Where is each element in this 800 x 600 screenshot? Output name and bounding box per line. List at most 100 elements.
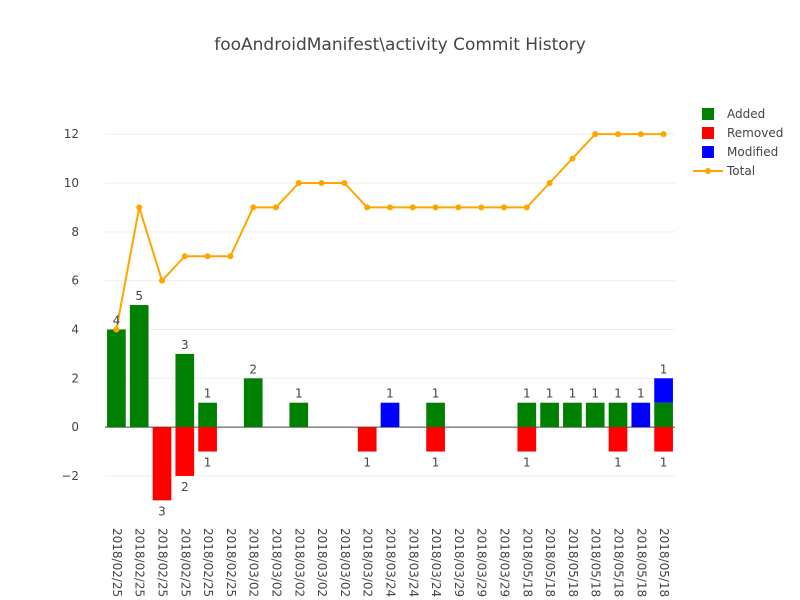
- total-point[interactable]: [181, 253, 188, 260]
- bar-modified[interactable]: [380, 402, 400, 428]
- total-point[interactable]: [227, 253, 234, 260]
- y-tick-label: 8: [71, 225, 79, 239]
- total-point[interactable]: [523, 204, 530, 211]
- bar-value-label: 1: [523, 456, 531, 470]
- bar-removed[interactable]: [426, 427, 445, 452]
- bar-value-label: 1: [637, 387, 645, 401]
- total-point[interactable]: [113, 326, 120, 333]
- bar-added[interactable]: [289, 402, 309, 428]
- total-point[interactable]: [387, 204, 393, 211]
- bar-added[interactable]: [175, 353, 195, 428]
- x-tick-label: 2018/05/18: [657, 528, 671, 597]
- bar-added[interactable]: [129, 305, 149, 428]
- legend-swatch: [702, 108, 714, 120]
- x-tick-label: 2018/03/24: [406, 528, 420, 597]
- legend-label: Removed: [727, 126, 783, 140]
- bar-added[interactable]: [654, 402, 673, 428]
- bar-value-label: 1: [386, 387, 394, 401]
- bar-value-label: 1: [591, 387, 599, 401]
- legend-swatch: [702, 146, 714, 158]
- legend-item-modified[interactable]: Modified: [702, 145, 778, 159]
- total-point[interactable]: [637, 131, 644, 138]
- legend-label: Added: [727, 107, 765, 121]
- total-point[interactable]: [295, 180, 302, 186]
- total-point[interactable]: [159, 277, 165, 284]
- bar-removed[interactable]: [198, 427, 217, 452]
- total-point[interactable]: [501, 204, 507, 211]
- legend-swatch: [702, 127, 714, 139]
- total-point[interactable]: [250, 204, 257, 211]
- x-tick-label: 2018/03/02: [361, 528, 375, 597]
- total-point[interactable]: [546, 180, 553, 186]
- y-tick-label: 4: [71, 322, 79, 336]
- bar-value-label: 1: [204, 387, 212, 401]
- total-point[interactable]: [364, 204, 371, 211]
- total-point[interactable]: [432, 204, 439, 211]
- bar-added[interactable]: [608, 402, 628, 428]
- bar-added[interactable]: [243, 378, 263, 428]
- bar-removed[interactable]: [175, 427, 195, 476]
- bar-value-label: 1: [432, 456, 440, 470]
- x-tick-label: 2018/05/18: [634, 528, 648, 597]
- total-line: [113, 131, 667, 333]
- x-tick-label: 2018/02/25: [178, 528, 192, 597]
- bar-added[interactable]: [563, 402, 582, 428]
- bar-added[interactable]: [517, 402, 537, 428]
- bar-value-label: 2: [181, 480, 189, 494]
- legend[interactable]: Added Removed Modified Total: [693, 107, 783, 178]
- total-point[interactable]: [660, 131, 667, 138]
- x-tick-label: 2018/03/02: [292, 528, 306, 597]
- bar-removed[interactable]: [152, 427, 172, 501]
- bar-value-label: 4: [113, 313, 121, 327]
- x-tick-label: 2018/03/02: [315, 528, 329, 597]
- bar-modified[interactable]: [654, 378, 673, 403]
- x-tick-label: 2018/03/29: [452, 528, 466, 597]
- bar-added[interactable]: [540, 402, 559, 428]
- total-point[interactable]: [273, 204, 279, 211]
- bar-value-label: 1: [546, 387, 554, 401]
- y-tick-label: 10: [64, 176, 79, 190]
- legend-item-added[interactable]: Added: [702, 107, 765, 121]
- bar-removed[interactable]: [608, 427, 628, 452]
- total-point[interactable]: [341, 180, 348, 186]
- bar-added[interactable]: [198, 402, 217, 428]
- x-tick-label: 2018/03/02: [270, 528, 284, 597]
- total-point[interactable]: [204, 253, 211, 260]
- bar-removed[interactable]: [357, 427, 377, 452]
- chart-title: fooAndroidManifest\activity Commit Histo…: [214, 35, 586, 55]
- bar-value-label: 1: [204, 456, 212, 470]
- legend-item-total[interactable]: Total: [693, 164, 755, 178]
- legend-label: Total: [726, 164, 755, 178]
- legend-item-removed[interactable]: Removed: [702, 126, 783, 140]
- total-point[interactable]: [409, 204, 416, 211]
- x-tick-label: 2018/02/25: [224, 528, 238, 597]
- y-tick-label: 0: [71, 420, 79, 434]
- total-point[interactable]: [478, 204, 485, 211]
- total-point[interactable]: [592, 131, 599, 138]
- bar-value-label: 1: [614, 387, 622, 401]
- y-tick-label: 12: [64, 127, 79, 141]
- x-tick-label: 2018/03/29: [498, 528, 512, 597]
- bar-added[interactable]: [426, 402, 445, 428]
- total-point[interactable]: [615, 131, 621, 138]
- bar-removed[interactable]: [654, 427, 673, 452]
- total-point[interactable]: [318, 180, 325, 186]
- bar-added[interactable]: [585, 402, 605, 428]
- bar-value-label: 2: [249, 362, 257, 376]
- total-point[interactable]: [455, 204, 462, 211]
- bar-modified[interactable]: [631, 402, 651, 428]
- bar-value-label: 3: [181, 338, 189, 352]
- y-tick-label: 6: [71, 274, 79, 288]
- y-tick-label: −2: [61, 469, 79, 483]
- legend-label: Modified: [727, 145, 778, 159]
- total-point[interactable]: [136, 204, 143, 211]
- y-tick-label: 2: [71, 371, 79, 385]
- total-point[interactable]: [569, 155, 576, 162]
- bar-value-label: 1: [295, 387, 303, 401]
- x-tick-label: 2018/05/18: [543, 528, 557, 597]
- bar-added[interactable]: [107, 329, 126, 428]
- bar-removed[interactable]: [517, 427, 537, 452]
